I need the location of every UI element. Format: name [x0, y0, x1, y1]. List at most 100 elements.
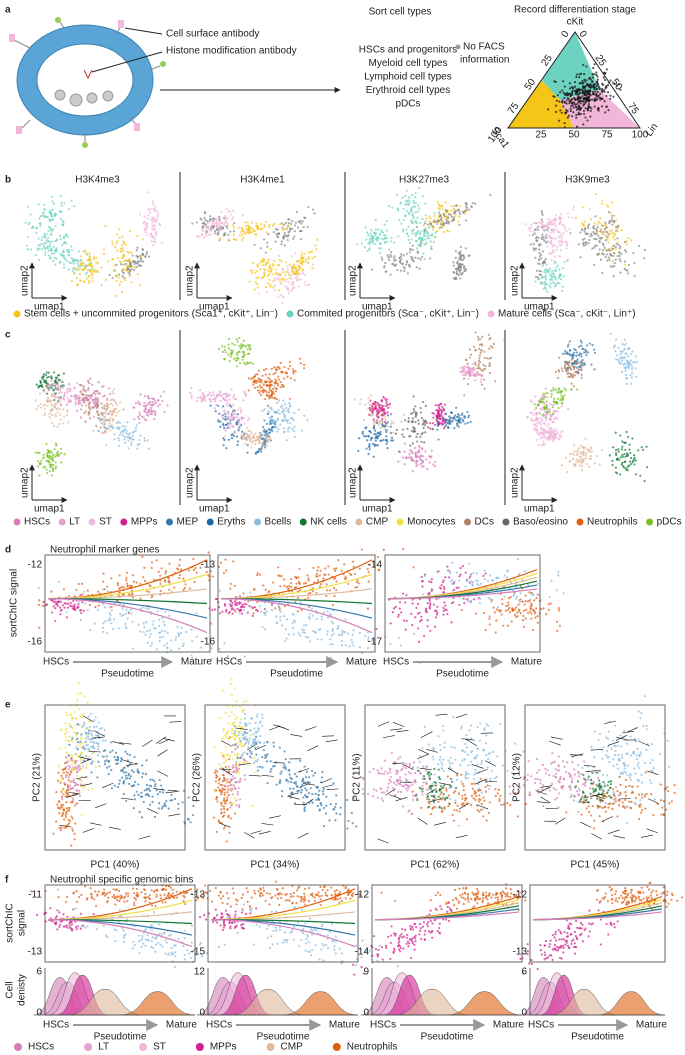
cell-dot: [272, 286, 275, 289]
cell-dot: [617, 83, 621, 86]
cell-dot: [123, 254, 126, 257]
cell-dot: [558, 356, 561, 359]
cell-dot: [147, 590, 151, 593]
cell-dot: [412, 215, 415, 218]
cell-dot: [281, 407, 284, 410]
cell-dot: [634, 367, 637, 370]
cell-dot: [556, 230, 559, 233]
cell-dot: [579, 231, 582, 234]
cell-dot: [126, 421, 129, 424]
cell-dot: [275, 369, 278, 372]
cell-dot: [61, 219, 64, 223]
cell-dot: [206, 220, 209, 223]
cell-dot: [274, 272, 277, 276]
cell-dot: [583, 363, 586, 366]
cell-dot: [557, 406, 560, 410]
cell-dot: [402, 435, 405, 439]
cell-dot: [431, 427, 434, 431]
cell-dot: [263, 437, 266, 441]
cell-dot: [234, 359, 238, 362]
umap-scatter: [353, 331, 506, 473]
cell-dot: [275, 419, 278, 423]
cell-dot: [578, 97, 581, 100]
cell-dot: [566, 369, 569, 372]
cell-dot: [571, 89, 574, 92]
cell-dot: [82, 262, 85, 265]
cell-dot: [265, 384, 269, 387]
cell-dot: [403, 450, 406, 453]
cell-dot: [120, 269, 124, 272]
cell-dot: [579, 88, 582, 91]
cell-dot: [526, 416, 529, 419]
cell-dot: [54, 415, 58, 418]
cell-dot: [599, 98, 602, 101]
cell-dot: [561, 430, 565, 433]
cell-dot: [611, 265, 614, 268]
cell-dot: [258, 436, 262, 439]
cell-dot: [400, 420, 403, 423]
cell-dot: [287, 231, 290, 234]
cell-dot: [388, 402, 392, 406]
cell-dot: [540, 209, 543, 213]
cell-dot: [465, 267, 468, 271]
cell-dot: [221, 393, 224, 396]
cell-dot: [223, 358, 226, 361]
cell-dot: [261, 374, 264, 377]
cell-dot: [410, 459, 414, 462]
cell-dot: [561, 89, 564, 92]
cell-dot: [376, 413, 379, 416]
cell-dot: [567, 372, 570, 375]
cell-dot: [45, 468, 48, 471]
cell-dot: [223, 232, 226, 235]
cell-dot: [575, 108, 578, 111]
cell-dot: [527, 227, 530, 230]
cell-dot: [50, 230, 53, 233]
cell-dot: [278, 412, 281, 415]
cell-dot: [606, 84, 610, 87]
cell-dot: [107, 412, 111, 416]
cell-dot: [216, 393, 219, 396]
cell-dot: [148, 410, 151, 414]
cell-dot: [608, 220, 611, 224]
cell-dot: [297, 408, 301, 411]
cell-dot: [441, 223, 445, 226]
cell-dot: [281, 277, 284, 280]
cell-dot: [416, 210, 420, 213]
cell-dot: [476, 371, 479, 374]
cell-dot: [413, 429, 416, 432]
cell-dot: [417, 422, 420, 425]
cell-dot: [361, 432, 364, 435]
cell-dot: [531, 420, 534, 423]
cell-dot: [554, 104, 558, 107]
cell-dot: [56, 425, 59, 428]
cell-dot: [450, 219, 454, 222]
cell-dot: [489, 193, 492, 196]
cell-dot: [81, 582, 84, 585]
cell-dot: [109, 425, 112, 429]
cell-dot: [575, 116, 578, 119]
cell-dot: [288, 397, 291, 400]
cell-dot: [544, 274, 547, 277]
cell-dot: [378, 406, 381, 410]
cell-dot: [46, 215, 49, 219]
cell-dot: [467, 414, 471, 417]
cell-dot: [212, 391, 215, 394]
cell-dot: [572, 385, 575, 388]
cell-dot: [452, 417, 456, 420]
cell-dot: [100, 422, 103, 425]
cell-dot: [54, 461, 57, 464]
cell-dot: [303, 283, 306, 286]
cell-dot: [432, 463, 435, 466]
cell-dot: [378, 232, 382, 236]
cell-dot: [279, 293, 282, 296]
cell-dot: [609, 79, 612, 82]
cell-dot: [568, 99, 571, 103]
cell-dot: [217, 216, 220, 219]
cell-dot: [545, 400, 548, 403]
cell-dot: [411, 248, 414, 251]
cell-dot: [97, 392, 100, 395]
cell-dot: [78, 272, 81, 275]
cell-dot: [552, 281, 555, 284]
cell-dot: [370, 394, 373, 397]
cell-dot: [365, 447, 368, 450]
